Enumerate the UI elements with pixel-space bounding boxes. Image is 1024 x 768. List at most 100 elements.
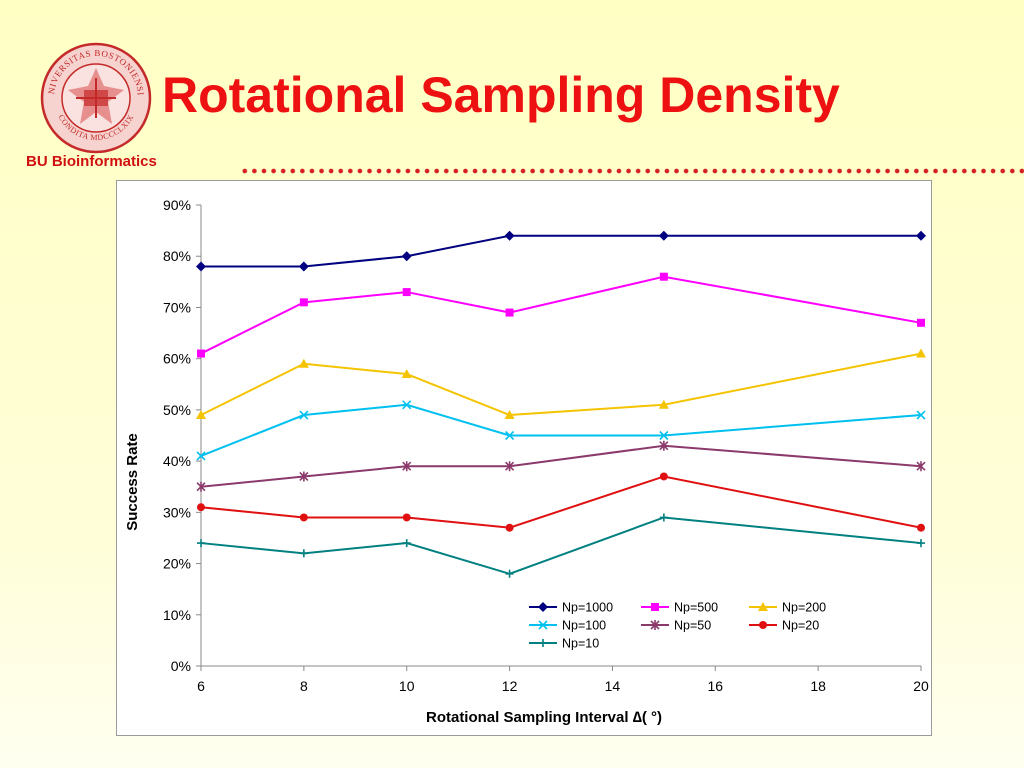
data-point	[197, 539, 205, 548]
data-point	[402, 400, 412, 410]
y-tick-label: 50%	[163, 402, 191, 418]
x-tick-label: 6	[197, 678, 205, 694]
data-point	[299, 410, 309, 420]
series-line	[200, 444, 922, 488]
series-line	[201, 234, 921, 268]
data-point	[401, 369, 412, 379]
dotted-divider	[240, 166, 1024, 176]
y-tick-label: 80%	[163, 248, 191, 264]
data-point	[658, 399, 669, 409]
legend-label: Np=500	[674, 601, 718, 615]
data-point	[505, 430, 515, 441]
legend-label: Np=100	[562, 619, 606, 633]
y-tick-label: 10%	[163, 607, 191, 623]
y-tick-label: 0%	[171, 658, 191, 674]
legend-label: Np=50	[674, 619, 711, 633]
data-point	[659, 430, 669, 441]
x-tick-label: 14	[605, 678, 621, 694]
y-axis-title: Success Rate	[124, 433, 141, 531]
data-point	[505, 523, 514, 532]
legend-label: Np=200	[782, 601, 826, 615]
chart-legend: Np=1000 Np=500 Np=200 Np=100 Np=50 Np=20 Np=10	[529, 601, 826, 651]
series-line	[200, 275, 922, 355]
series-line	[200, 475, 922, 529]
legend-label: Np=10	[562, 637, 599, 651]
data-point	[659, 472, 668, 481]
series-line	[200, 352, 922, 417]
y-tick-label: 70%	[163, 299, 191, 315]
chart-series	[196, 230, 926, 578]
legend-swatch-marker	[539, 639, 547, 647]
series-np-50	[196, 440, 926, 492]
legend-item: Np=500	[641, 601, 718, 615]
legend-item: Np=100	[529, 619, 606, 633]
data-point	[917, 539, 925, 548]
data-point	[917, 523, 925, 532]
data-point	[658, 230, 669, 241]
legend-swatch-marker	[759, 621, 767, 629]
x-axis-title: Rotational Sampling Interval ∆( °)	[426, 709, 662, 726]
data-point	[298, 358, 309, 368]
y-tick-label: 60%	[163, 351, 191, 367]
slide-title: Rotational Sampling Density	[162, 67, 840, 123]
data-point	[402, 539, 411, 548]
y-tick-label: 20%	[163, 556, 191, 572]
data-point	[505, 308, 514, 317]
legend-item: Np=200	[749, 601, 826, 615]
data-point	[916, 410, 926, 420]
series-np-500	[197, 272, 925, 358]
series-np-200	[196, 348, 926, 420]
legend-swatch-marker	[758, 602, 768, 611]
x-tick-label: 8	[300, 678, 308, 694]
series-np-1000	[196, 230, 926, 272]
university-seal-logo: UNIVERSITAS BOSTONIENSIS CONDITA MDCCCLX…	[40, 42, 152, 154]
legend-swatch-marker	[538, 620, 548, 630]
y-tick-label: 40%	[163, 453, 191, 469]
data-point	[298, 261, 309, 272]
data-point	[299, 298, 308, 307]
data-point	[196, 410, 206, 420]
chart-frame: 0% 10% 20% 30% 40% 50% 60% 70% 80% 90% 6 8 10 12 14 16 1…	[116, 180, 932, 736]
data-point	[402, 461, 412, 472]
series-np-100	[196, 400, 926, 461]
data-point	[659, 440, 669, 451]
legend-item: Np=1000	[529, 601, 613, 615]
data-point	[916, 461, 926, 472]
data-point	[299, 549, 308, 558]
data-point	[402, 288, 411, 297]
legend-item: Np=50	[641, 619, 711, 633]
data-point	[916, 348, 926, 358]
data-point	[196, 481, 206, 492]
data-point	[917, 318, 925, 327]
x-tick-label: 16	[707, 678, 723, 694]
data-point	[401, 251, 412, 262]
y-tick-label: 90%	[163, 197, 191, 213]
data-point	[659, 513, 668, 522]
data-point	[299, 513, 308, 522]
x-tick-label: 20	[913, 678, 929, 694]
org-label: BU Bioinformatics	[26, 153, 157, 170]
data-point	[505, 461, 515, 472]
data-point	[916, 230, 926, 241]
legend-swatch-marker	[538, 602, 548, 612]
series-np-10	[197, 513, 925, 578]
series-line	[200, 403, 922, 457]
x-tick-label: 12	[502, 678, 518, 694]
data-point	[505, 569, 514, 578]
y-tick-label: 30%	[163, 504, 191, 520]
x-tick-label: 10	[399, 678, 415, 694]
data-point	[659, 272, 668, 281]
legend-label: Np=20	[782, 619, 819, 633]
legend-swatch-marker	[650, 620, 660, 630]
series-line	[200, 516, 922, 575]
data-point	[504, 410, 515, 420]
data-point	[504, 230, 515, 241]
data-point	[197, 503, 205, 512]
data-point	[196, 261, 206, 272]
legend-label: Np=1000	[562, 601, 613, 615]
data-point	[402, 513, 411, 522]
data-point	[196, 451, 206, 461]
legend-swatch-marker	[651, 603, 659, 611]
x-tick-label: 18	[810, 678, 826, 694]
data-point	[197, 349, 205, 358]
